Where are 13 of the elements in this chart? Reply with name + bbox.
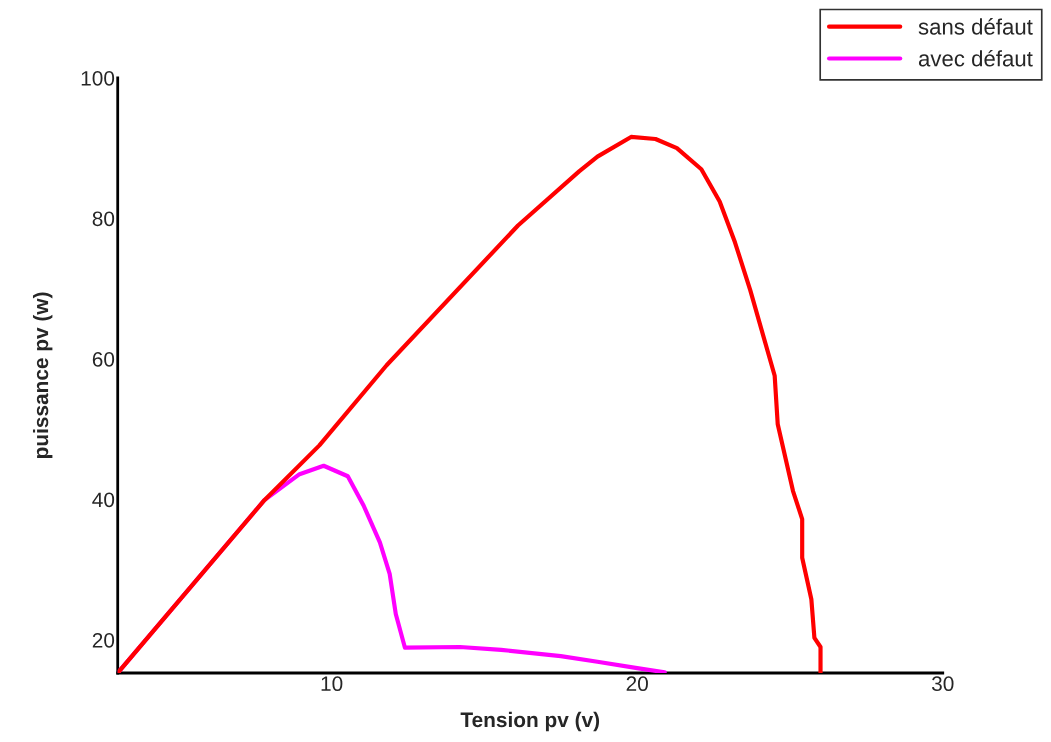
y-tick-label: 60 [92,351,115,367]
x-axis-title: Tension pv (v) [460,711,600,732]
y-tick-label: 100 [81,70,115,86]
y-tick-label: 80 [92,211,115,227]
y-tick-label: 20 [92,632,115,648]
x-tick-label: 20 [626,676,648,692]
y-axis-title: puissance pv (w) [32,292,53,458]
legend-label: sans défaut [918,18,1033,35]
x-tick-label: 30 [931,676,954,692]
x-tick-label: 10 [321,676,343,692]
line-series [117,134,823,673]
y-tick-label: 40 [92,492,115,508]
legend-label: avec défaut [918,49,1033,67]
